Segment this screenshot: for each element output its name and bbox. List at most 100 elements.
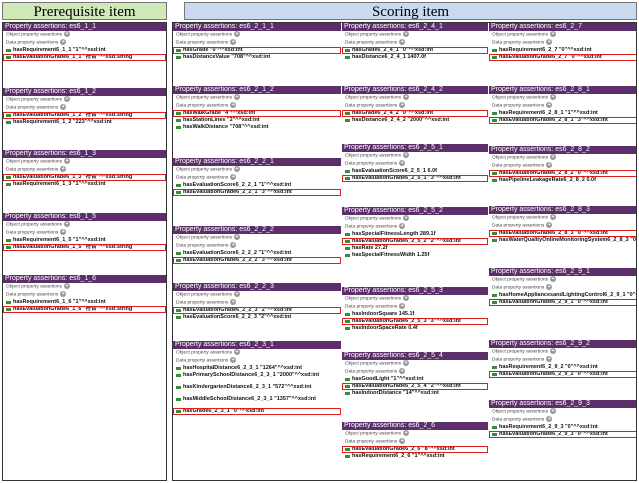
add-object-assertion-icon[interactable]: +	[403, 152, 409, 158]
data-property-row[interactable]: hasGrade6_2_4_1 "0"^^xsd:int	[342, 47, 488, 54]
data-property-row[interactable]: hasRequirement6_1_3 "1"^^xsd:int	[3, 181, 166, 188]
data-property-row[interactable]: hasEvaluationGrade6_2_2_1 "3"^^xsd:int	[173, 189, 341, 196]
data-property-row[interactable]: hasEvaluationGrade6_2_5_4 "2"^^xsd:int	[342, 383, 488, 390]
add-data-assertion-icon[interactable]: +	[230, 357, 237, 363]
add-data-assertion-icon[interactable]: +	[60, 229, 67, 235]
add-data-assertion-icon[interactable]: +	[546, 284, 553, 290]
add-data-assertion-icon[interactable]: +	[60, 104, 67, 110]
data-property-row[interactable]: hasStationLines "2"^^xsd:int	[173, 117, 341, 124]
add-object-assertion-icon[interactable]: +	[64, 96, 70, 102]
add-object-assertion-icon[interactable]: +	[234, 234, 240, 240]
add-data-assertion-icon[interactable]: +	[399, 438, 406, 444]
data-property-row[interactable]: hasEvaluationGrade6_1_5 "符合"^^xsd:string	[3, 244, 166, 251]
add-object-assertion-icon[interactable]: +	[550, 154, 556, 160]
data-property-row[interactable]: hasHospitalDistance6_2_3_1 "1264"^^xsd:i…	[173, 365, 341, 372]
add-object-assertion-icon[interactable]: +	[550, 408, 556, 414]
data-property-row[interactable]: hasGrade "0"^^xsd:int	[173, 47, 341, 54]
data-property-row[interactable]: hasWalkDistance "708"^^xsd:int	[173, 124, 341, 131]
add-object-assertion-icon[interactable]: +	[550, 31, 556, 37]
add-data-assertion-icon[interactable]: +	[399, 368, 406, 374]
data-property-row[interactable]: hasGrade6_2_3_1 "0"^^xsd:int	[173, 408, 341, 415]
data-property-row[interactable]: hasRequirement6_2_7 "0"^^xsd:int	[489, 47, 636, 54]
add-object-assertion-icon[interactable]: +	[64, 158, 70, 164]
data-property-row[interactable]: hasPrimarySchoolDistance6_2_3_1 "2000"^^…	[173, 372, 341, 384]
data-property-row[interactable]: hasIndoorDistance "14"^^xsd:int	[342, 390, 488, 397]
add-data-assertion-icon[interactable]: +	[546, 102, 553, 108]
add-data-assertion-icon[interactable]: +	[399, 160, 406, 166]
data-property-row[interactable]: hasEvaluationScore6_2_5_1 6.0f	[342, 168, 488, 175]
add-data-assertion-icon[interactable]: +	[399, 39, 406, 45]
data-property-row[interactable]: hasEvaluationGrade6_2_5_2 "2"^^xsd:int	[342, 238, 488, 245]
data-property-row[interactable]: hasEvaluationGrade6_2_9_1 "0"^^xsd:int	[489, 299, 636, 306]
data-property-row[interactable]: hasEvaluationGrade6_2_8_3 "0"^^xsd:int	[489, 230, 636, 237]
data-property-row[interactable]: hasPipelineLeakageRate6_2_8_2 0.0f	[489, 177, 636, 184]
data-property-row[interactable]: hasEvaluationGrade6_1_2 "符合"^^xsd:string	[3, 112, 166, 119]
data-property-row[interactable]: hasGoodLight "1"^^xsd:int	[342, 376, 488, 383]
data-property-row[interactable]: hasEvaluationGrade6_1_3 "符合"^^xsd:string	[3, 174, 166, 181]
data-property-row[interactable]: hasEvaluationGrade6_2_8_1 "3"^^xsd:int	[489, 117, 636, 124]
data-property-row[interactable]: hasRequirement6_2_8_1 "1"^^xsd:int	[489, 110, 636, 117]
add-data-assertion-icon[interactable]: +	[546, 39, 553, 45]
data-property-row[interactable]: hasDistanceValue "708"^^xsd:int	[173, 54, 341, 61]
data-property-row[interactable]: hasEvaluationScore6_2_2_1 "1"^^xsd:int	[173, 182, 341, 189]
data-property-row[interactable]: hasRequirement6_2_9_2 "0"^^xsd:int	[489, 364, 636, 371]
add-object-assertion-icon[interactable]: +	[64, 283, 70, 289]
data-property-row[interactable]: hasEvaluationGrade6_2_9_3 "0"^^xsd:int	[489, 431, 636, 438]
add-object-assertion-icon[interactable]: +	[234, 94, 240, 100]
add-object-assertion-icon[interactable]: +	[234, 166, 240, 172]
add-data-assertion-icon[interactable]: +	[546, 356, 553, 362]
data-property-row[interactable]: hasRequirement6_1_5 "1"^^xsd:int	[3, 237, 166, 244]
data-property-row[interactable]: hasEvaluationGrade6_1_1 "符合"^^xsd:string	[3, 54, 166, 61]
data-property-row[interactable]: hasEvaluationGrade6_1_6 "符合"^^xsd:string	[3, 306, 166, 313]
data-property-row[interactable]: hasDistance6_2_4_1 1407.0f	[342, 54, 488, 61]
add-object-assertion-icon[interactable]: +	[234, 349, 240, 355]
add-data-assertion-icon[interactable]: +	[230, 39, 237, 45]
add-data-assertion-icon[interactable]: +	[546, 162, 553, 168]
add-data-assertion-icon[interactable]: +	[230, 299, 237, 305]
add-data-assertion-icon[interactable]: +	[399, 102, 406, 108]
add-data-assertion-icon[interactable]: +	[230, 174, 237, 180]
add-object-assertion-icon[interactable]: +	[550, 276, 556, 282]
add-data-assertion-icon[interactable]: +	[60, 39, 67, 45]
add-object-assertion-icon[interactable]: +	[403, 295, 409, 301]
data-property-row[interactable]: hasEvaluationGrade6_2_2_2 "3"^^xsd:int	[173, 257, 341, 264]
add-data-assertion-icon[interactable]: +	[230, 242, 237, 248]
data-property-row[interactable]: hasKindergartenDistance6_2_3_1 "572"^^xs…	[173, 384, 341, 396]
data-property-row[interactable]: hasEvaluationGrade6_2_9_2 "0"^^xsd:int	[489, 371, 636, 378]
data-property-row[interactable]: hasGrade6_2_4_2 "0"^^xsd:int	[342, 110, 488, 117]
data-property-row[interactable]: hasEvaluationGrade6_2_5_1 "3"^^xsd:int	[342, 175, 488, 182]
data-property-row[interactable]: hasWalkGrade "4"^^xsd:int	[173, 110, 341, 117]
add-object-assertion-icon[interactable]: +	[403, 360, 409, 366]
add-data-assertion-icon[interactable]: +	[399, 303, 406, 309]
add-data-assertion-icon[interactable]: +	[546, 416, 553, 422]
add-object-assertion-icon[interactable]: +	[234, 291, 240, 297]
add-object-assertion-icon[interactable]: +	[403, 215, 409, 221]
data-property-row[interactable]: hasRequirement6_1_2 "223"^^xsd:int	[3, 119, 166, 126]
add-data-assertion-icon[interactable]: +	[546, 222, 553, 228]
add-object-assertion-icon[interactable]: +	[403, 430, 409, 436]
data-property-row[interactable]: hasEvaluationGrade6_2_2_3 "2"^^xsd:int	[173, 307, 341, 314]
data-property-row[interactable]: hasEvaluationGrade6_2_8_2 "0"^^xsd:int	[489, 170, 636, 177]
add-object-assertion-icon[interactable]: +	[403, 94, 409, 100]
data-property-row[interactable]: hasWaterQualityOnlineMonitoringSystem6_2…	[489, 237, 636, 244]
add-data-assertion-icon[interactable]: +	[230, 102, 237, 108]
data-property-row[interactable]: hasRequirement6_1_6 "1"^^xsd:int	[3, 299, 166, 306]
add-data-assertion-icon[interactable]: +	[60, 291, 67, 297]
data-property-row[interactable]: hasRequirement6_2_6 "1"^^xsd:int	[342, 453, 488, 460]
add-data-assertion-icon[interactable]: +	[60, 166, 67, 172]
add-object-assertion-icon[interactable]: +	[550, 348, 556, 354]
data-property-row[interactable]: hasEvaluationGrade6_2_6 "8"^^xsd:int	[342, 446, 488, 453]
add-object-assertion-icon[interactable]: +	[64, 221, 70, 227]
data-property-row[interactable]: hasMiddleSchoolDistance6_2_3_1 "1357"^^x…	[173, 396, 341, 408]
data-property-row[interactable]: hasEvaluationGrade6_2_7 "0"^^xsd:int	[489, 54, 636, 61]
add-object-assertion-icon[interactable]: +	[64, 31, 70, 37]
data-property-row[interactable]: hasRequirement6_2_9_3 "0"^^xsd:int	[489, 424, 636, 431]
data-property-row[interactable]: hasHomeAppliancesandLightingControl6_2_9…	[489, 292, 636, 299]
add-data-assertion-icon[interactable]: +	[399, 223, 406, 229]
data-property-row[interactable]: hasRequirement6_1_1 "1"^^xsd:int	[3, 47, 166, 54]
data-property-row[interactable]: hasRate 27.2f	[342, 245, 488, 252]
data-property-row[interactable]: hasEvaluationScore6_2_2_2 "1"^^xsd:int	[173, 250, 341, 257]
data-property-row[interactable]: hasIndoorSpaceRate 0.4f	[342, 325, 488, 332]
data-property-row[interactable]: hasEvaluationGrade6_2_5_3 "3"^^xsd:int	[342, 318, 488, 325]
data-property-row[interactable]: hasEvaluationScore6_2_2_3 "2"^^xsd:int	[173, 314, 341, 321]
